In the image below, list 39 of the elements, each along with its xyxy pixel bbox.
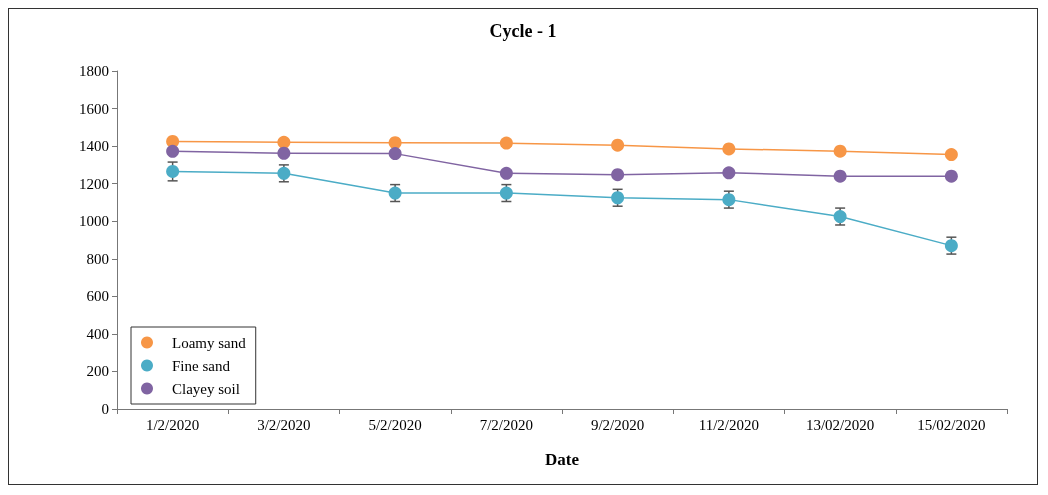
point	[611, 168, 625, 182]
point	[944, 169, 958, 183]
point	[166, 144, 180, 158]
x-tick-label: 5/2/2020	[368, 416, 422, 433]
legend-label: Fine sand	[172, 357, 231, 374]
y-tick-label: 1000	[79, 213, 109, 230]
y-tick-label: 1800	[79, 63, 109, 79]
legend-label: Clayey soil	[172, 380, 240, 397]
x-tick-label: 13/02/2020	[805, 416, 875, 433]
chart-title: Cycle - 1	[489, 21, 557, 41]
x-tick-label: 7/2/2020	[479, 416, 534, 433]
point	[944, 148, 958, 162]
y-tick-label: 200	[86, 363, 109, 380]
y-tick-label: 1400	[79, 138, 109, 155]
point	[166, 164, 180, 178]
x-tick-label: 1/2/2020	[145, 416, 200, 433]
point	[611, 138, 625, 152]
point	[722, 142, 736, 156]
y-tick-label: 1200	[79, 175, 109, 192]
point	[388, 147, 402, 161]
y-tick-label: 0	[101, 401, 109, 417]
point	[833, 144, 847, 158]
x-tick-label: 15/02/2020	[917, 416, 986, 433]
legend-label: Loamy sand	[172, 334, 247, 351]
y-tick-label: 1600	[79, 100, 109, 117]
point	[277, 146, 291, 160]
point	[277, 135, 291, 149]
x-tick-label: 11/2/2020	[698, 416, 760, 433]
point	[833, 169, 847, 183]
y-tick-label: 600	[86, 288, 109, 305]
x-tick-label: 9/2/2020	[590, 416, 645, 433]
y-tick-label: 800	[86, 250, 109, 267]
point	[499, 136, 513, 150]
point	[388, 136, 402, 150]
point	[499, 166, 513, 180]
x-axis-title: Date	[545, 450, 580, 469]
point	[722, 166, 736, 180]
y-tick-label: 400	[86, 325, 109, 342]
x-tick-label: 3/2/2020	[257, 416, 311, 433]
